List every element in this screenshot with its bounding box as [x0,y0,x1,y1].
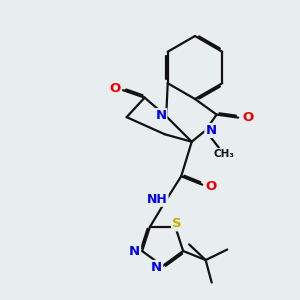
Text: N: N [129,244,140,257]
Text: O: O [109,82,120,95]
Text: N: N [205,124,217,137]
Text: O: O [206,180,217,193]
Text: O: O [242,111,254,124]
Text: CH₃: CH₃ [214,149,235,159]
Text: NH: NH [147,193,168,206]
Text: S: S [172,218,182,230]
Text: N: N [155,109,167,122]
Text: N: N [151,261,162,274]
